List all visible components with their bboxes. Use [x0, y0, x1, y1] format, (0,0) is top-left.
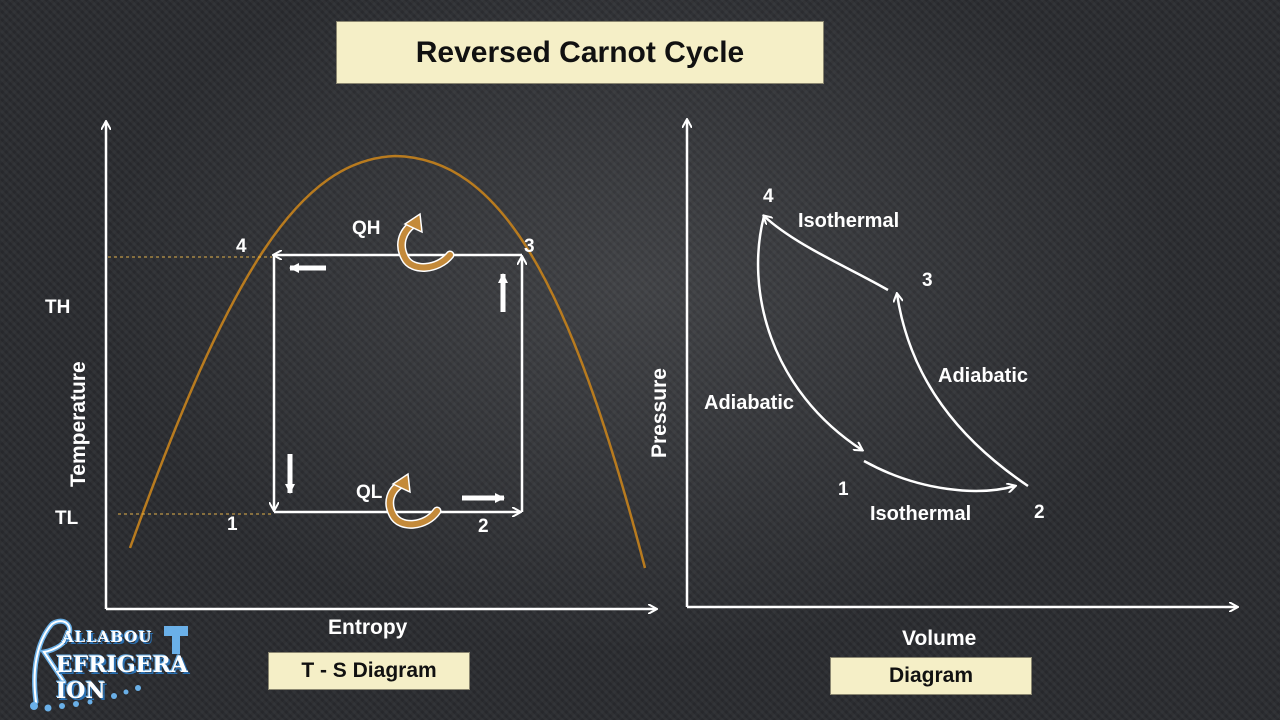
- ts-diagram-caption: T - S Diagram: [268, 652, 470, 690]
- pv-isothermal-1-2: [863, 459, 1015, 491]
- ts-point-4: 4: [236, 236, 247, 257]
- pv-diagram-caption: Diagram: [830, 657, 1032, 695]
- pv-point-4: 4: [763, 186, 774, 207]
- tl-label: TL: [55, 508, 79, 529]
- pv-point-2: 2: [1034, 502, 1045, 523]
- qh-heat-arrow-icon: [397, 212, 455, 272]
- slide-title: Reversed Carnot Cycle: [336, 21, 824, 84]
- ts-point-2: 2: [478, 516, 489, 537]
- pv-adiabatic-4-1: [756, 215, 862, 450]
- logo: ALLABOU EFRIGERA ION: [14, 612, 224, 712]
- pv-point-1: 1: [838, 479, 849, 500]
- pv-label-bottom-isothermal: Isothermal: [870, 503, 971, 525]
- ts-point-1: 1: [227, 514, 238, 535]
- ql-heat-arrow-icon: [385, 472, 442, 529]
- pv-label-top-isothermal: Isothermal: [798, 210, 899, 232]
- ts-diagram: 4 3 1 2 QH QL TH TL Temperature Entropy: [45, 122, 656, 639]
- pv-y-axis-label: Pressure: [648, 368, 671, 458]
- qh-label: QH: [352, 218, 381, 239]
- ts-y-axis-label: Temperature: [67, 361, 90, 487]
- logo-line-2: EFRIGERA ION: [56, 652, 188, 704]
- pv-diagram: 4 3 1 2 Isothermal Adiabatic Adiabatic I…: [648, 120, 1237, 650]
- saturation-dome: [128, 154, 647, 569]
- pv-point-3: 3: [922, 270, 933, 291]
- ts-x-axis-label: Entropy: [328, 616, 408, 639]
- th-label: TH: [45, 297, 70, 318]
- pv-x-axis-label: Volume: [902, 627, 976, 650]
- ql-label: QL: [356, 482, 383, 503]
- pv-isothermal-3-4: [764, 216, 889, 292]
- logo-graphic: [30, 618, 188, 712]
- logo-line-1: ALLABOU: [62, 628, 153, 646]
- ts-point-3: 3: [524, 236, 535, 257]
- pv-label-left-adiabatic: Adiabatic: [704, 392, 794, 414]
- pv-label-right-adiabatic: Adiabatic: [938, 365, 1028, 387]
- pv-adiabatic-2-3: [897, 294, 1029, 488]
